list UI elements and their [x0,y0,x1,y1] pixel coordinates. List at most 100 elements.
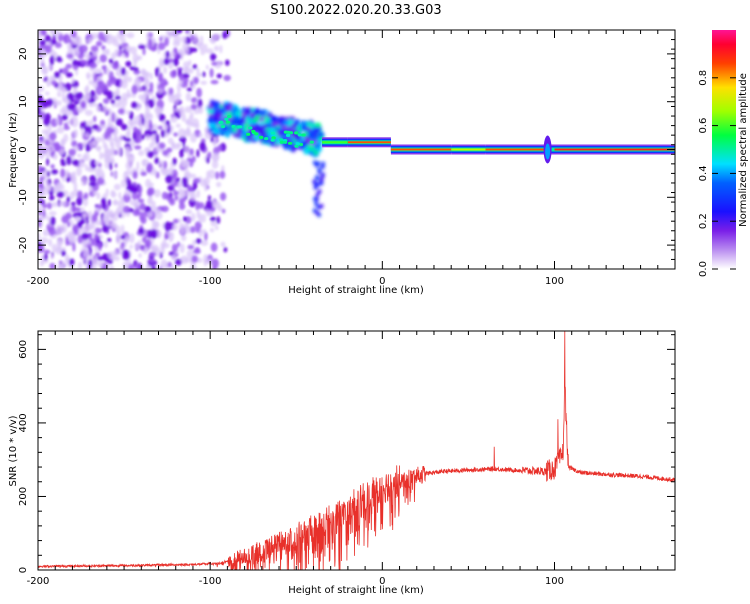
heatmap-cell [119,134,124,142]
heatmap-cell [315,122,322,128]
heatmap-cell [79,219,86,225]
heatmap-cell [65,72,73,78]
heatmap-cell [279,118,286,123]
heatmap-cell [212,104,219,110]
heatmap-cell [177,128,186,139]
heatmap-cell [163,81,169,86]
heatmap-cell [82,120,87,130]
snr-xlabel: Height of straight line (km) [288,585,424,596]
heatmap-cell [160,242,165,251]
heatmap-cell [92,213,98,222]
heatmap-cell [111,39,120,46]
heatmap-cell [118,45,122,51]
heatmap-cell [89,62,98,69]
heatmap-cell [40,237,49,244]
snr-panel: -200 -100 0 100 0 200 400 600 Height of straigh… [8,330,676,596]
heatmap-cell [186,87,193,92]
heatmap-cell [111,171,117,178]
heatmap-cell [44,91,50,96]
heatmap-cell [99,54,108,63]
heatmap-cell [172,223,178,231]
heatmap-cell [94,68,103,74]
heatmap-cell [147,38,153,48]
heatmap-cell [545,143,551,160]
heatmap-cell [190,103,198,110]
heatmap-cell [198,42,205,51]
heatmap-cell [93,52,98,57]
heatmap-cell [78,45,83,53]
heatmap-cell [85,84,90,94]
heatmap-cell [205,200,213,210]
heatmap-cell [84,109,93,116]
colorbar-gradient [712,30,736,269]
heatmap-cell [313,143,321,148]
heatmap-cell [150,200,156,210]
heatmap-cell [248,126,253,130]
heatmap-cell [91,32,99,40]
heatmap-cell [105,219,114,227]
heatmap-cell [114,95,121,101]
heatmap-cell [119,235,126,240]
heatmap-cell [202,71,206,78]
heatmap-cell [144,205,152,213]
heatmap-cell [155,143,160,152]
heatmap-cell [154,208,161,214]
heatmap-cell [115,139,121,149]
heatmap-cell [224,108,233,112]
heatmap-cell [59,68,63,74]
heatmap-cell [48,238,53,247]
heatmap-cell [205,258,213,264]
heatmap-cell [71,201,76,206]
heatmap-cell [71,235,77,244]
heatmap-cell [136,56,140,61]
heatmap-cell [90,119,94,125]
heatmap-cell [176,83,181,93]
heatmap-cell [127,76,133,83]
heatmap-cell [81,181,85,186]
heatmap-cell [284,119,289,127]
heatmap-cell [168,31,173,40]
heatmap-cell [178,202,186,210]
heatmap-cell [208,103,213,110]
heatmap-cell [151,265,156,269]
heatmap-cell [48,132,57,141]
heatmap-cell [112,91,117,96]
heatmap-cell [162,168,169,176]
heatmap-cell [203,177,211,186]
heatmap-cell [163,58,170,65]
heatmap-cell [197,202,205,209]
heatmap-cell [73,207,81,212]
heatmap-cell [257,129,265,136]
heatmap-cell [174,195,179,201]
heatmap-cell [225,59,230,66]
heatmap-cell [148,122,153,131]
heatmap-cell [38,204,42,212]
heatmap-cell [46,216,51,222]
heatmap-cell [60,161,67,167]
heatmap-cell [70,30,77,39]
snr-ylabel: SNR (10 * v/v) [8,415,19,486]
heatmap-cell [209,228,215,233]
heatmap-cell [313,160,317,166]
heatmap-cell [77,261,83,269]
heatmap-cell [132,209,141,217]
heatmap-cell [270,115,277,123]
heatmap-cell [211,61,218,66]
heatmap-cell [61,96,66,102]
heatmap-cell [171,254,177,261]
heatmap-cell [101,45,106,50]
heatmap-cell [106,67,110,76]
heatmap-cell [44,179,49,184]
heatmap-cell [76,60,81,67]
heatmap-cell [244,108,253,114]
heatmap-cell [103,131,109,140]
heatmap-cell [219,44,223,54]
heatmap-cell [117,199,125,209]
y-tick-label: 0 [18,567,29,573]
heatmap-cell [58,116,63,126]
heatmap-cell [92,258,99,266]
heatmap-cell [134,145,142,150]
colorbar-tick-label: 0.0 [698,261,709,277]
heatmap-cell [142,71,151,77]
heatmap-cell [218,127,224,132]
